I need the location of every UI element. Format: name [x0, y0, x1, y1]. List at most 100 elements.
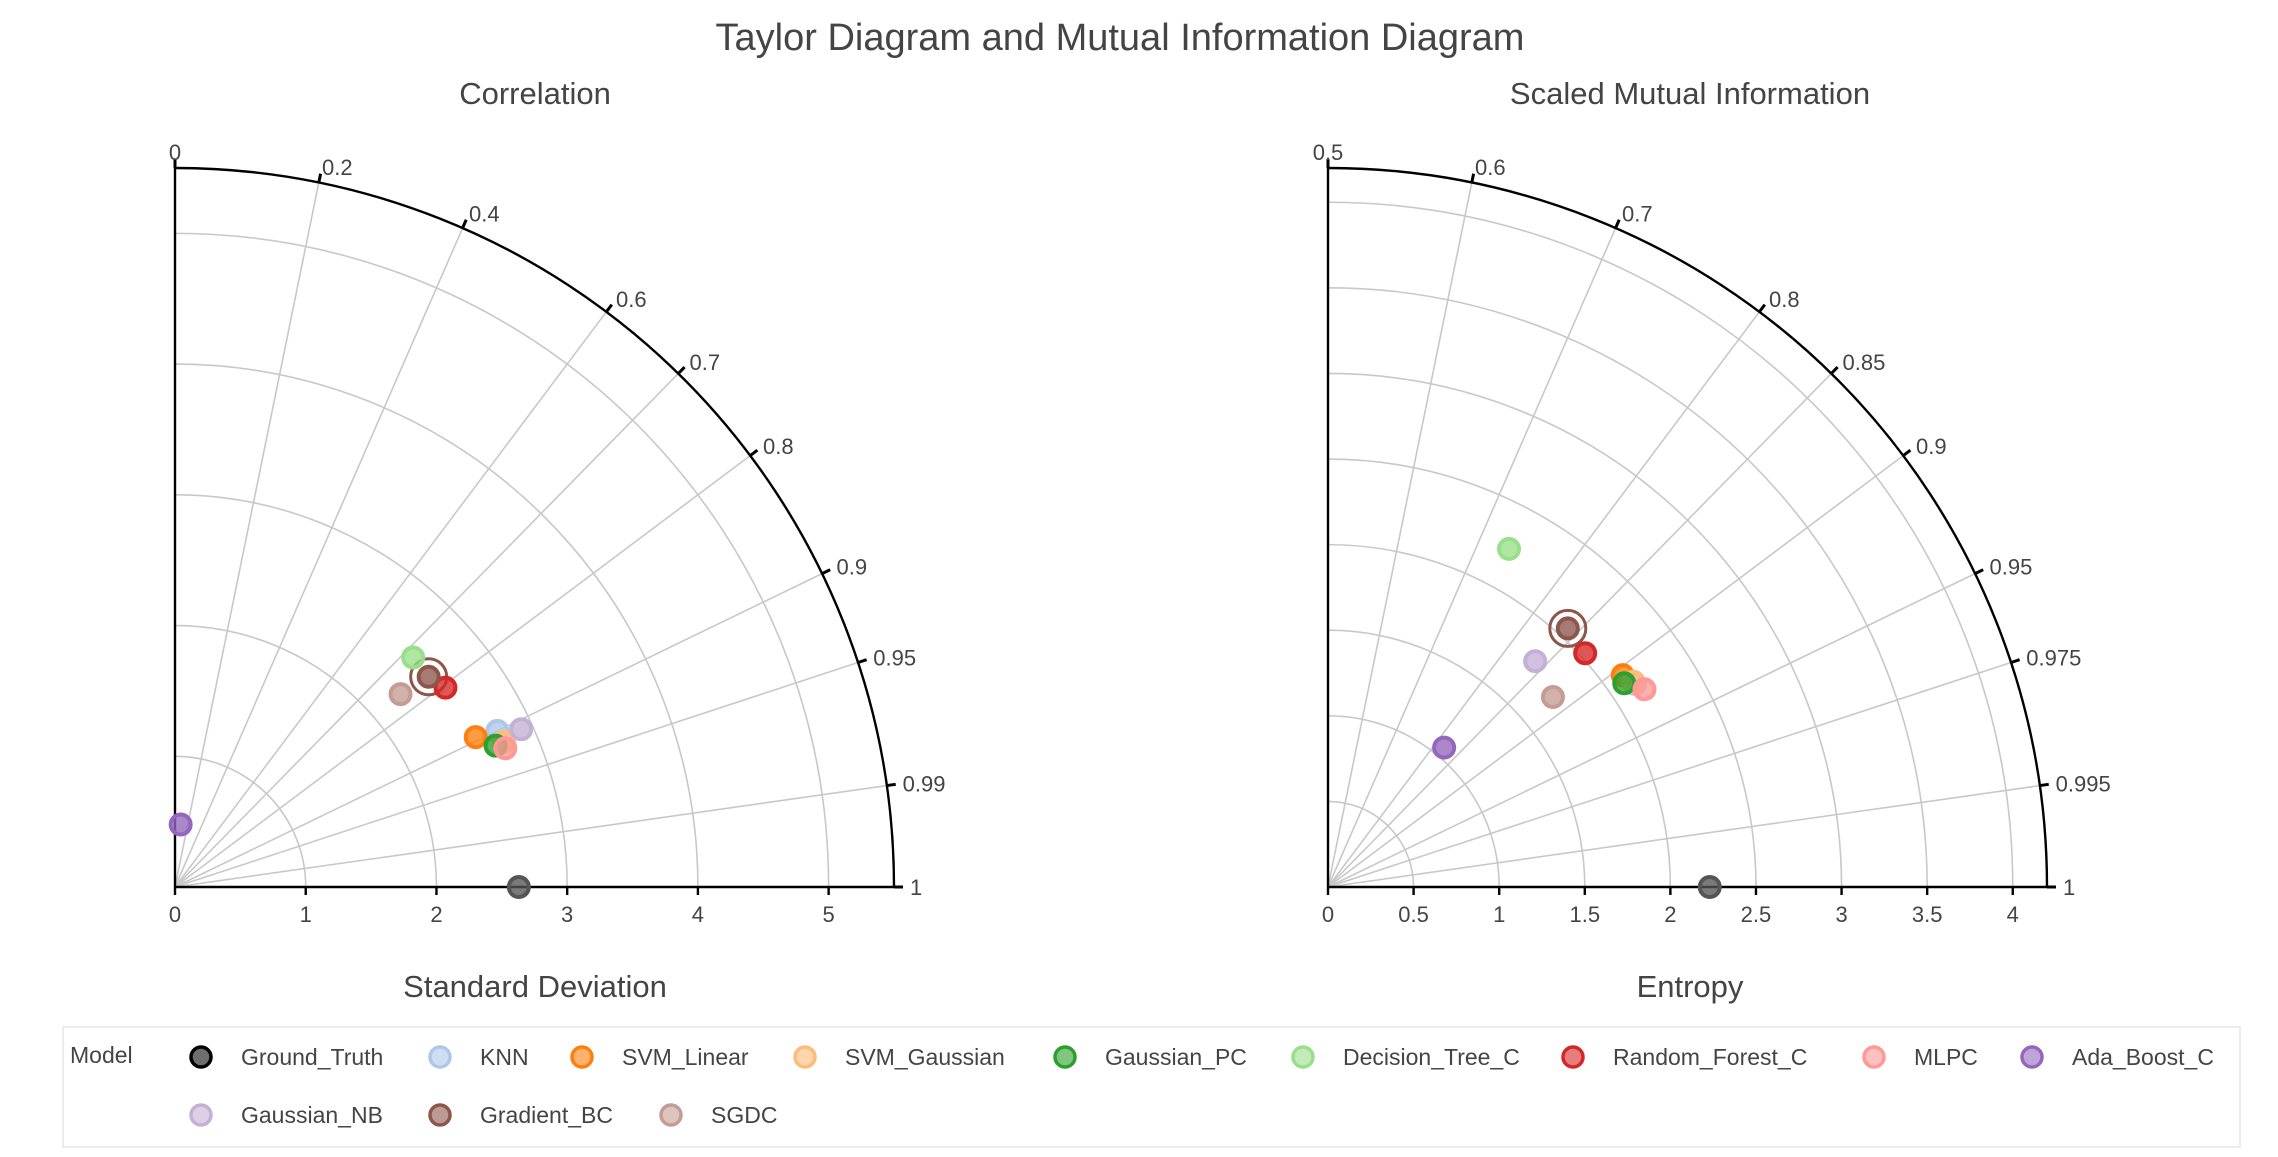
radial-tick-label: 3	[1835, 902, 1847, 927]
taylor-diagram-panel: 0 0.2 0.4 0.6 0.7 0.8 0.9 0.95 0.99 1 0 1 2 3 4 5	[168, 140, 945, 927]
radial-tick-label: 1	[1493, 902, 1505, 927]
angular-gridline	[1327, 227, 1617, 888]
legend-marker-decision-tree-c	[1291, 1045, 1315, 1069]
angular-gridline	[174, 661, 859, 888]
point-mlpc	[1632, 677, 1657, 702]
radial-tick-label: 0	[169, 902, 181, 927]
angular-gridline	[1327, 311, 1761, 888]
angle-tick-label: 0.8	[763, 434, 794, 459]
angle-tick-label: 0.85	[1843, 350, 1886, 375]
outer-arc	[1327, 166, 2049, 888]
point-ground-truth	[506, 875, 531, 899]
angle-tick-label: 0.975	[2026, 645, 2081, 670]
point-decision-tree-c	[1496, 536, 1521, 561]
angle-tick	[1902, 449, 1912, 457]
point-mlpc	[493, 736, 518, 761]
point-decision-tree-c	[401, 645, 426, 670]
radial-gridline	[1327, 715, 1500, 888]
radial-tick-label: 4	[2007, 902, 2019, 927]
legend-label-ground-truth: Ground_Truth	[241, 1044, 383, 1070]
legend-label-gradient-bc: Gradient_BC	[480, 1102, 613, 1128]
legend-label-decision-tree-c: Decision_Tree_C	[1343, 1044, 1520, 1070]
left-subtitle: Correlation	[459, 76, 611, 111]
angle-tick-label: 0.8	[1769, 287, 1800, 312]
radial-gridline	[1327, 629, 1586, 888]
angle-tick	[1974, 568, 1984, 575]
angular-gridline	[1327, 182, 1473, 888]
angular-gridline	[174, 372, 679, 888]
angle-tick	[677, 366, 686, 375]
legend-marker-random-forest-c	[1561, 1045, 1585, 1069]
legend-label-knn: KNN	[480, 1044, 529, 1070]
radial-gridline	[174, 624, 438, 888]
legend-marker-sgdc	[659, 1103, 683, 1127]
point-random-forest-c	[1573, 641, 1598, 666]
legend-label-mlpc: MLPC	[1914, 1044, 1978, 1070]
radial-tick-label: 3.5	[1912, 902, 1943, 927]
mutual-information-panel: 0.5 0.6 0.7 0.8 0.85 0.9 0.95 0.975 0.995 1 0 0.5 1 1…	[1313, 140, 2111, 927]
point-ground-truth	[1697, 875, 1722, 899]
highlight-ring-gradient-bc	[1548, 608, 1588, 648]
point-sgdc	[388, 682, 413, 707]
radial-tick-label: 1.5	[1569, 902, 1600, 927]
legend-label-random-forest-c: Random_Forest_C	[1613, 1044, 1807, 1070]
radial-gridline	[174, 755, 307, 888]
legend-marker-svm-linear	[570, 1045, 594, 1069]
legend-label-ada-boost-c: Ada_Boost_C	[2072, 1044, 2214, 1070]
point-gradient-bc	[1555, 616, 1580, 641]
angle-tick-label: 0.6	[616, 287, 647, 312]
legend-marker-ground-truth	[189, 1045, 213, 1069]
angular-gridline	[174, 227, 464, 888]
point-random-forest-c	[433, 675, 458, 700]
legend-marker-gaussian-pc	[1053, 1045, 1077, 1069]
legend-label-gaussian-pc: Gaussian_PC	[1105, 1044, 1247, 1070]
angle-tick	[857, 658, 868, 664]
angle-tick-label: 0.2	[322, 155, 353, 180]
angle-tick	[2010, 658, 2021, 664]
angle-tick-label: 0.7	[1622, 201, 1653, 226]
legend-marker-gaussian-nb	[189, 1103, 213, 1127]
angle-tick	[317, 173, 323, 183]
legend-title: Model	[70, 1042, 133, 1068]
radial-tick-label: 2.5	[1741, 902, 1772, 927]
point-ada-boost-c	[168, 812, 193, 837]
radial-tick-label: 5	[823, 902, 835, 927]
legend-marker-mlpc	[1862, 1045, 1886, 1069]
angle-tick	[749, 449, 759, 457]
radial-tick-label: 2	[1664, 902, 1676, 927]
angular-gridline	[1327, 572, 1976, 888]
radial-gridline	[174, 232, 830, 888]
angle-tick-label: 1	[2063, 875, 2075, 900]
radial-tick-label: 3	[561, 902, 573, 927]
angle-tick-label: 0	[169, 140, 181, 165]
legend: Model Ground_Truth KNN SVM_Linear SVM_Gauss…	[62, 1026, 2241, 1148]
angle-tick-label: 0.7	[690, 350, 721, 375]
angle-tick-label: 0.4	[469, 201, 500, 226]
angle-tick-label: 0.95	[1990, 555, 2033, 580]
legend-marker-ada-boost-c	[2020, 1045, 2044, 1069]
angle-tick	[1758, 303, 1767, 313]
angular-gridline	[174, 454, 751, 888]
radial-tick-label: 4	[692, 902, 704, 927]
radial-tick-label: 0.5	[1398, 902, 1429, 927]
angle-tick	[821, 568, 831, 575]
angular-gridline	[174, 784, 887, 888]
legend-label-sgdc: SGDC	[711, 1102, 777, 1128]
angle-tick	[886, 782, 896, 788]
angle-tick-label: 0.95	[873, 645, 916, 670]
outer-arc	[174, 166, 896, 888]
radial-gridline	[1327, 372, 1843, 888]
right-subtitle: Scaled Mutual Information	[1510, 76, 1870, 111]
radial-gridline	[174, 494, 568, 888]
legend-marker-gradient-bc	[428, 1103, 452, 1127]
radial-tick-label: 2	[430, 902, 442, 927]
point-gaussian-nb	[1523, 649, 1548, 674]
legend-items: Ground_Truth KNN SVM_Linear SVM_Gaussian Gau…	[189, 1044, 2214, 1128]
point-ada-boost-c	[1432, 735, 1457, 760]
angle-tick-label: 0.9	[837, 555, 868, 580]
angle-tick	[1830, 366, 1839, 375]
angle-tick	[1614, 219, 1621, 229]
angular-gridline	[1327, 784, 2040, 888]
radial-gridline	[174, 363, 699, 888]
